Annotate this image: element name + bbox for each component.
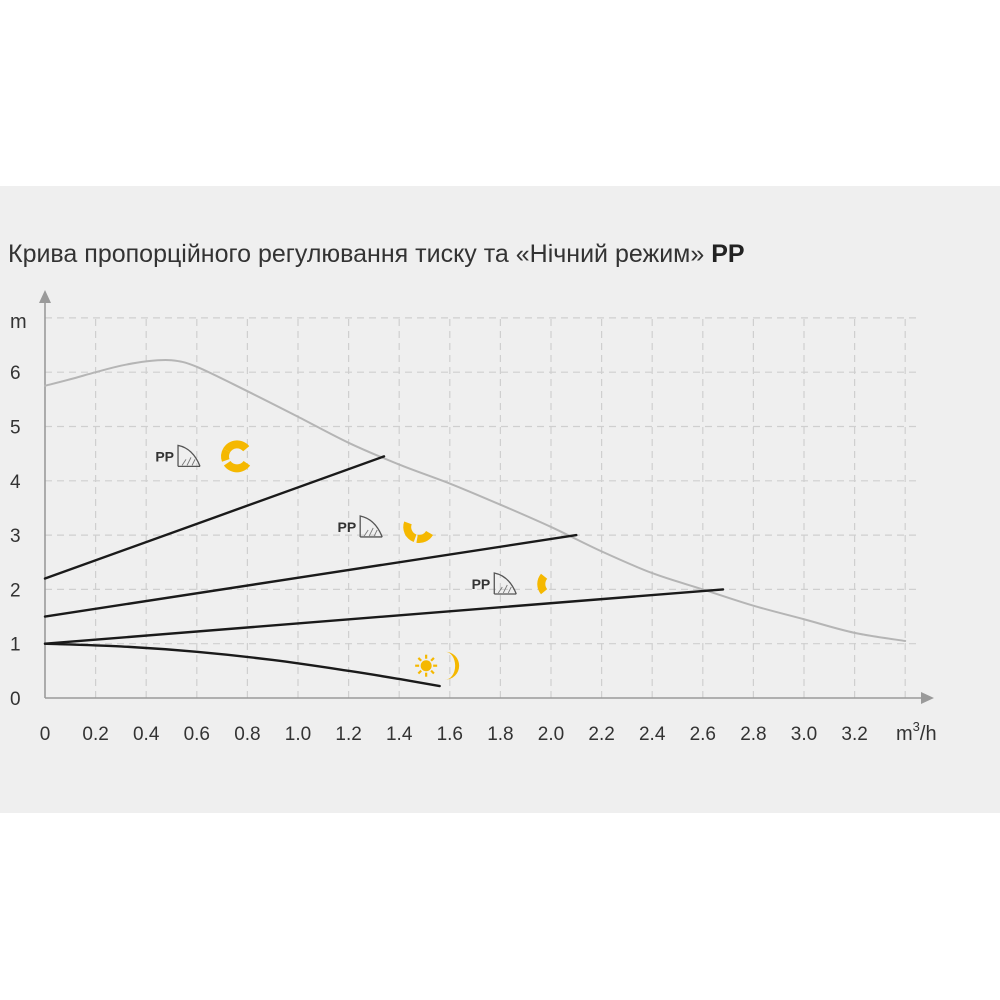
pump-curve-hatch (363, 527, 378, 537)
pp-label: PP (155, 448, 174, 464)
x-axis-label-base: m (896, 723, 913, 745)
tick-labels: 0 0.2 0.4 0.6 0.8 1.0 1.2 1.4 1.6 1.8 2.0 2.2 2.4 2.6… (10, 363, 868, 745)
x-axis-label-tail: /h (920, 723, 937, 745)
speed-segment (223, 440, 250, 453)
pump-curve-hatch (181, 457, 196, 466)
night-mode-icon (415, 651, 460, 680)
speed-segment (416, 531, 433, 543)
sun-ray (430, 657, 435, 662)
pump-curve-outline (177, 444, 201, 468)
speed-segment (537, 573, 548, 595)
x-tick-label: 2.8 (740, 724, 766, 745)
x-axis-arrow (921, 692, 934, 704)
x-tick-label: 2.2 (588, 724, 614, 745)
x-tick-label: 0.8 (234, 724, 260, 745)
y-axis-label: m (10, 311, 27, 333)
y-tick-label: 0 (10, 689, 21, 710)
x-tick-label: 2.0 (538, 724, 564, 745)
y-tick-label: 2 (10, 580, 21, 601)
x-tick-label: 0.4 (133, 724, 160, 745)
x-tick-label: 1.4 (386, 724, 413, 745)
sun-ray (417, 669, 422, 675)
speed-segment (223, 461, 251, 473)
series-max-curve (44, 358, 907, 642)
chart-title-bold: PP (711, 240, 745, 268)
y-tick-label: 1 (10, 635, 21, 656)
pp-label: PP (338, 519, 357, 535)
x-tick-label: 1.0 (285, 724, 311, 745)
x-tick-label: 0.6 (184, 724, 210, 745)
annotations: PP PP PP (155, 440, 548, 680)
series-pp-mid (43, 533, 578, 618)
pump-curve-icon (493, 572, 517, 595)
speed-3-icon (221, 440, 251, 473)
x-tick-label: 3.0 (791, 724, 817, 745)
axes (39, 290, 934, 704)
y-tick-label: 4 (10, 472, 21, 493)
speed-segment (221, 448, 231, 462)
series-pp-high (43, 455, 386, 580)
pump-curve-icon (177, 444, 201, 468)
series (43, 358, 907, 688)
x-axis-label-sup: 3 (913, 719, 920, 734)
x-axis-label: m3/h (896, 719, 937, 745)
x-tick-label: 0 (40, 724, 51, 745)
speed-1-icon (537, 573, 548, 595)
chart-title-text: Крива пропорційного регулювання тиску та… (8, 240, 705, 268)
y-tick-label: 5 (10, 418, 21, 439)
speed-segment (403, 521, 417, 542)
x-tick-label: 1.6 (437, 724, 463, 745)
pp-label: PP (472, 576, 491, 592)
x-tick-label: 2.4 (639, 724, 666, 745)
x-tick-label: 3.2 (841, 724, 867, 745)
pump-curve-hatch (497, 584, 512, 594)
grid (45, 317, 918, 698)
x-tick-label: 1.8 (487, 724, 513, 745)
y-tick-label: 6 (10, 363, 21, 384)
sun-ray (430, 669, 435, 675)
pump-curve-outline (493, 572, 517, 595)
sun-core (420, 660, 432, 672)
pump-curve-icon (359, 515, 383, 538)
moon-shape (445, 651, 460, 680)
sun-ray (417, 657, 422, 662)
chart-title: Крива пропорційного регулювання тиску та… (8, 240, 745, 269)
y-axis-arrow (39, 290, 51, 303)
pump-curve-outline (359, 515, 383, 538)
x-tick-label: 1.2 (335, 724, 361, 745)
y-tick-label: 3 (10, 526, 21, 547)
x-tick-label: 2.6 (690, 724, 716, 745)
series-pp-low (43, 588, 725, 645)
speed-2-icon (403, 521, 433, 543)
series-night-mode (43, 642, 441, 688)
x-tick-label: 0.2 (82, 724, 108, 745)
